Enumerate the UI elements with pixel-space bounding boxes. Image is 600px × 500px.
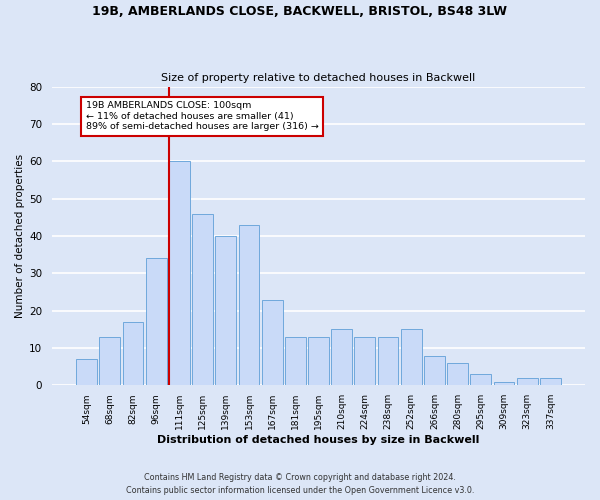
Title: Size of property relative to detached houses in Backwell: Size of property relative to detached ho…	[161, 73, 476, 83]
Bar	[470, 374, 491, 386]
Bar	[285, 337, 306, 386]
Bar	[308, 337, 329, 386]
Bar	[239, 225, 259, 386]
Text: 19B AMBERLANDS CLOSE: 100sqm
← 11% of detached houses are smaller (41)
89% of se: 19B AMBERLANDS CLOSE: 100sqm ← 11% of de…	[86, 102, 319, 132]
Bar	[517, 378, 538, 386]
Bar	[424, 356, 445, 386]
Bar	[100, 337, 120, 386]
Bar	[377, 337, 398, 386]
Bar	[192, 214, 213, 386]
Bar	[494, 382, 514, 386]
Bar	[169, 162, 190, 386]
X-axis label: Distribution of detached houses by size in Backwell: Distribution of detached houses by size …	[157, 435, 479, 445]
Bar	[355, 337, 376, 386]
Bar	[447, 363, 468, 386]
Text: Contains HM Land Registry data © Crown copyright and database right 2024.
Contai: Contains HM Land Registry data © Crown c…	[126, 474, 474, 495]
Bar	[540, 378, 561, 386]
Bar	[331, 330, 352, 386]
Bar	[401, 330, 422, 386]
Bar	[262, 300, 283, 386]
Bar	[76, 360, 97, 386]
Bar	[146, 258, 167, 386]
Y-axis label: Number of detached properties: Number of detached properties	[15, 154, 25, 318]
Text: 19B, AMBERLANDS CLOSE, BACKWELL, BRISTOL, BS48 3LW: 19B, AMBERLANDS CLOSE, BACKWELL, BRISTOL…	[92, 5, 508, 18]
Bar	[215, 236, 236, 386]
Bar	[122, 322, 143, 386]
